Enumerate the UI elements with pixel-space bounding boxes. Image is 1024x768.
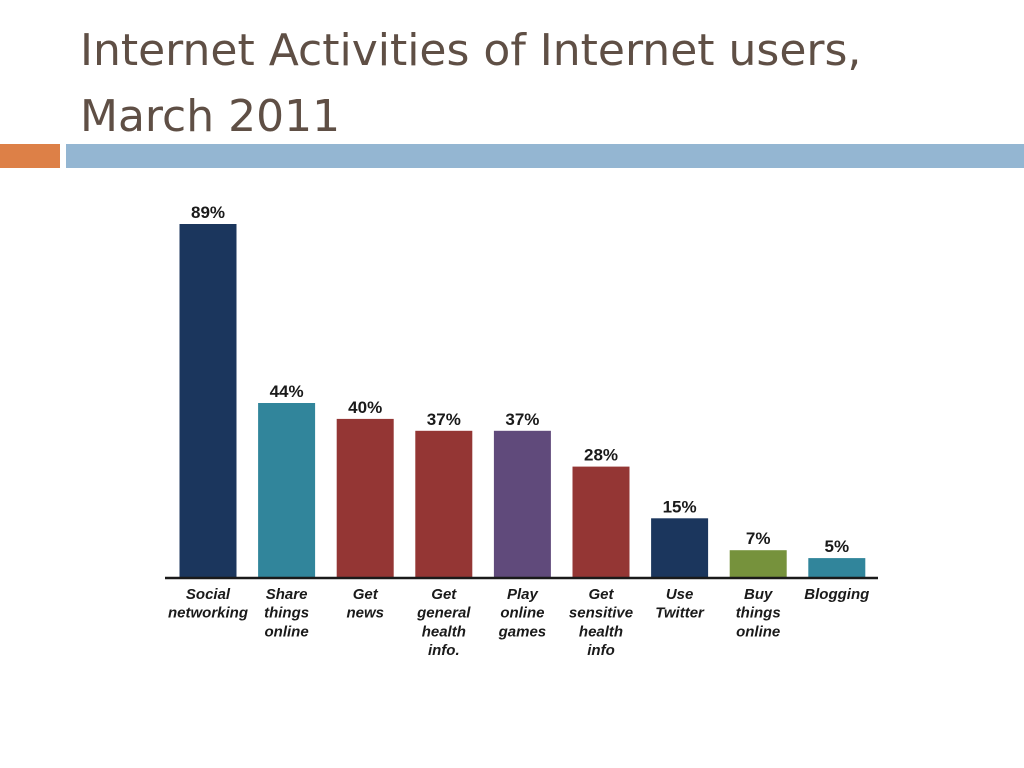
- category-label: Buy things online: [736, 586, 781, 640]
- bar: [572, 466, 630, 578]
- bar-value-label: 28%: [584, 446, 618, 465]
- bar-value-label: 40%: [348, 398, 382, 417]
- category-label: Social networking: [168, 586, 248, 622]
- category-label: Get sensitive health info: [569, 586, 633, 659]
- bar-value-label: 15%: [663, 497, 697, 516]
- category-label: Get news: [346, 586, 384, 622]
- category-label: Share things online: [264, 586, 309, 640]
- slide-title: Internet Activities of Internet users, M…: [80, 18, 980, 150]
- category-label: Get general health info.: [416, 586, 471, 659]
- bar: [493, 430, 551, 578]
- accent-bar-orange: [0, 144, 60, 168]
- bar-value-label: 37%: [427, 410, 461, 429]
- category-label: Play online games: [498, 586, 547, 640]
- bar: [415, 430, 473, 578]
- category-label: Blogging: [804, 586, 869, 603]
- slide-title-line-1: Internet Activities of Internet users,: [80, 25, 862, 76]
- bar: [336, 418, 394, 578]
- bar-value-label: 37%: [505, 410, 539, 429]
- bar-value-label: 89%: [191, 203, 225, 222]
- category-label: Use Twitter: [655, 586, 705, 622]
- bar: [258, 403, 316, 578]
- bar-value-label: 44%: [270, 382, 304, 401]
- slide-title-line-2: March 2011: [80, 91, 341, 142]
- bar-value-label: 5%: [825, 537, 850, 556]
- bar: [179, 224, 237, 578]
- bar: [808, 558, 866, 578]
- bar-value-label: 7%: [746, 529, 771, 548]
- accent-bar-blue: [66, 144, 1024, 168]
- bar: [651, 518, 709, 578]
- bar: [729, 550, 787, 578]
